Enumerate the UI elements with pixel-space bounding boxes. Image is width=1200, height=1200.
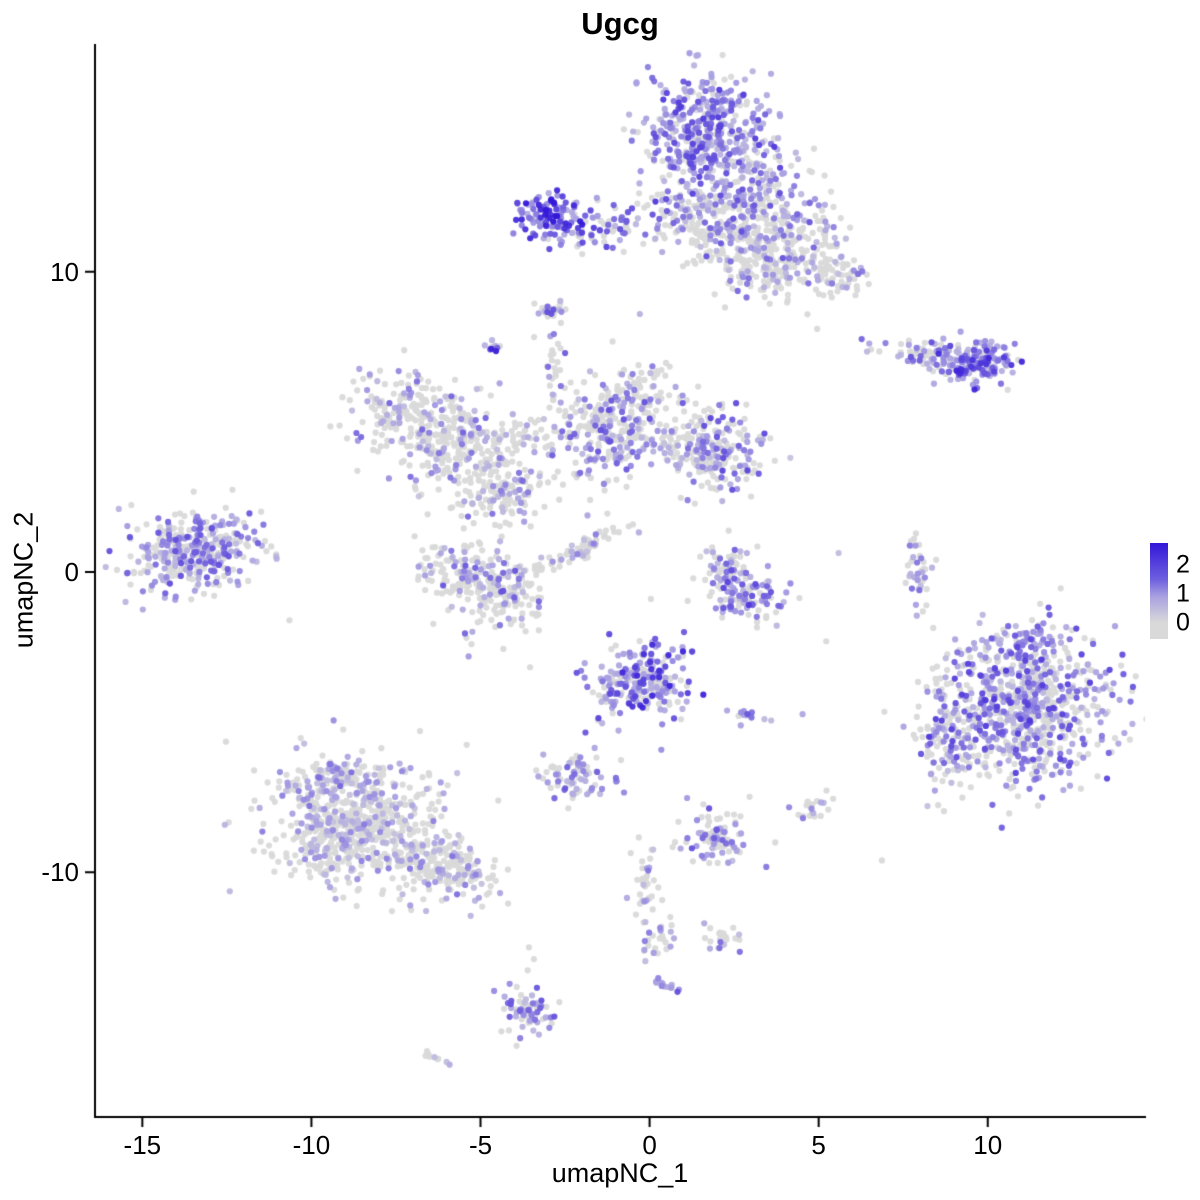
y-tick-label: -10 — [41, 857, 79, 888]
y-axis-label: umapNC_2 — [8, 511, 39, 649]
legend-tick-label: 1 — [1176, 579, 1190, 608]
y-tick-label: 0 — [64, 556, 79, 587]
x-axis-label: umapNC_1 — [551, 1158, 689, 1188]
y-tick-label: 10 — [50, 256, 79, 287]
legend-labels: 2 1 0 — [1150, 543, 1200, 639]
x-tick-label: -15 — [123, 1130, 162, 1160]
x-tick-label: -5 — [468, 1130, 493, 1160]
x-tick-label: 10 — [973, 1130, 1003, 1160]
x-tick-label: 5 — [811, 1130, 826, 1160]
legend-tick-label: 0 — [1176, 608, 1190, 637]
x-tick-label: -10 — [292, 1130, 331, 1160]
expression-legend: 2 1 0 — [1150, 543, 1200, 639]
plot-title: Ugcg — [581, 6, 659, 41]
x-tick-label: 0 — [642, 1130, 657, 1160]
legend-tick-label: 2 — [1176, 550, 1190, 579]
legend-gradient-bar — [1150, 543, 1168, 639]
